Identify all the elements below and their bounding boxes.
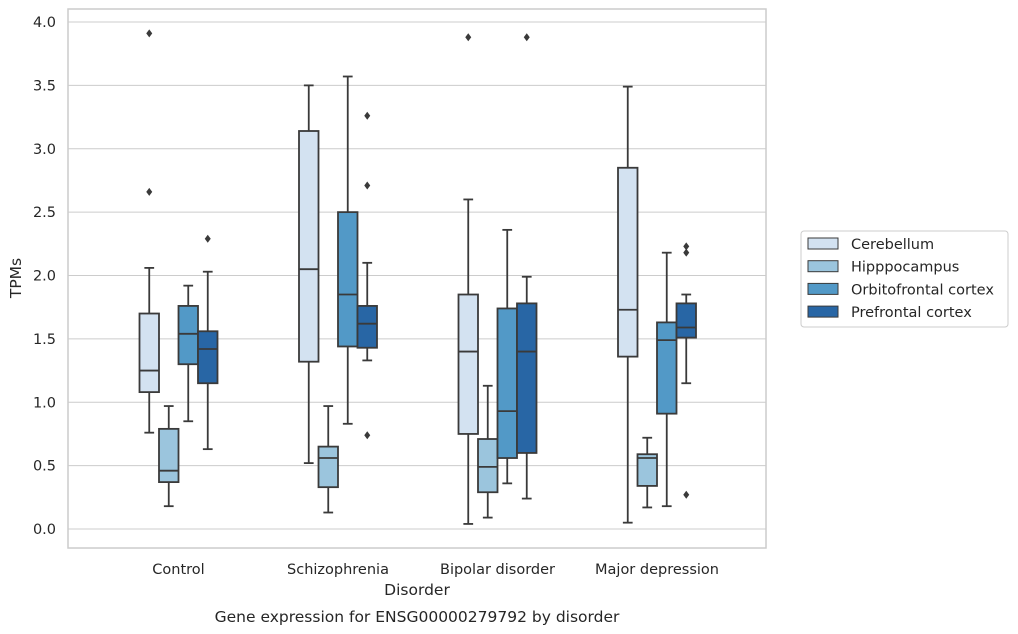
box-plot-layer — [138, 29, 697, 525]
box-plot — [158, 405, 180, 508]
y-tick-label: 2.0 — [33, 269, 56, 285]
box-plot — [197, 234, 219, 451]
outlier-point — [364, 111, 371, 120]
outlier-point — [465, 33, 472, 42]
y-tick-label: 0.5 — [33, 459, 56, 475]
legend-item: Hipppocampus — [807, 260, 959, 276]
box-iqr — [138, 312, 160, 394]
y-tick-label: 2.5 — [33, 205, 56, 221]
box-plot — [516, 33, 538, 500]
box-plot — [496, 228, 518, 485]
y-axis-title: TPMs — [7, 258, 25, 299]
box-iqr — [656, 321, 678, 415]
legend-swatch — [807, 237, 839, 250]
plot-frame — [67, 8, 767, 549]
box-plot — [177, 284, 199, 423]
legend-items: Cerebellum Hipppocampus Orbitofrontal cort… — [807, 237, 994, 321]
box-plot — [356, 111, 378, 440]
y-tick-labels: 0.0 0.5 1.0 1.5 2.0 2.5 3.0 3.5 4.0 — [33, 15, 56, 538]
box-plot — [656, 251, 678, 508]
box-plot — [138, 29, 160, 434]
outlier-point — [204, 234, 211, 243]
legend-label: Orbitofrontal cortex — [851, 282, 994, 298]
legend-swatch — [807, 305, 839, 318]
legend-swatch — [807, 282, 839, 295]
legend-item: Cerebellum — [807, 237, 934, 253]
box-iqr — [675, 302, 697, 339]
outlier-point — [683, 248, 690, 257]
y-tick-label: 4.0 — [33, 15, 56, 31]
legend-label: Hipppocampus — [851, 260, 959, 276]
legend-item: Orbitofrontal cortex — [807, 282, 994, 298]
outlier-point — [146, 29, 153, 38]
y-tick-label: 1.0 — [33, 395, 56, 411]
box-plot — [636, 436, 658, 509]
box-plot — [477, 384, 499, 519]
legend-label: Cerebellum — [851, 237, 934, 253]
legend-swatch — [807, 260, 839, 273]
legend-item: Prefrontal cortex — [807, 305, 972, 321]
box-plot — [457, 33, 479, 525]
box-iqr — [457, 293, 479, 435]
x-tick-label: Schizophrenia — [287, 562, 389, 578]
outlier-point — [364, 181, 371, 190]
box-iqr — [337, 211, 359, 348]
outlier-point — [364, 431, 371, 440]
chart-caption: Gene expression for ENSG00000279792 by d… — [215, 608, 620, 626]
legend-frame — [800, 230, 1009, 328]
box-iqr — [158, 427, 180, 484]
box-iqr — [496, 307, 518, 459]
box-plot — [337, 75, 359, 425]
box-plot — [617, 85, 639, 524]
y-tick-label: 1.5 — [33, 332, 56, 348]
y-tick-label: 0.0 — [33, 522, 56, 538]
box-iqr — [177, 305, 199, 366]
box-iqr — [356, 305, 378, 349]
x-tick-label: Major depression — [595, 562, 719, 578]
box-iqr — [298, 130, 320, 363]
x-axis-title: Disorder — [384, 581, 450, 599]
box-iqr — [516, 302, 538, 454]
box-plot — [317, 405, 339, 514]
box-iqr — [636, 453, 658, 487]
outlier-point — [683, 242, 690, 251]
outlier-point — [683, 490, 690, 499]
outlier-point — [146, 187, 153, 196]
legend-label: Prefrontal cortex — [851, 305, 972, 321]
box-iqr — [317, 445, 339, 489]
y-tick-label: 3.0 — [33, 142, 56, 158]
box-plot — [298, 84, 320, 464]
box-plot — [675, 242, 697, 499]
y-tick-label: 3.5 — [33, 78, 56, 94]
outlier-point — [523, 33, 530, 42]
x-tick-labels: Control Schizophrenia Bipolar disorder Majo… — [152, 562, 719, 578]
box-iqr — [477, 438, 499, 494]
box-iqr — [197, 330, 219, 385]
x-tick-label: Control — [152, 562, 204, 578]
box-iqr — [617, 166, 639, 358]
x-tick-label: Bipolar disorder — [440, 562, 555, 578]
legend: Cerebellum Hipppocampus Orbitofrontal cort… — [800, 230, 1009, 328]
